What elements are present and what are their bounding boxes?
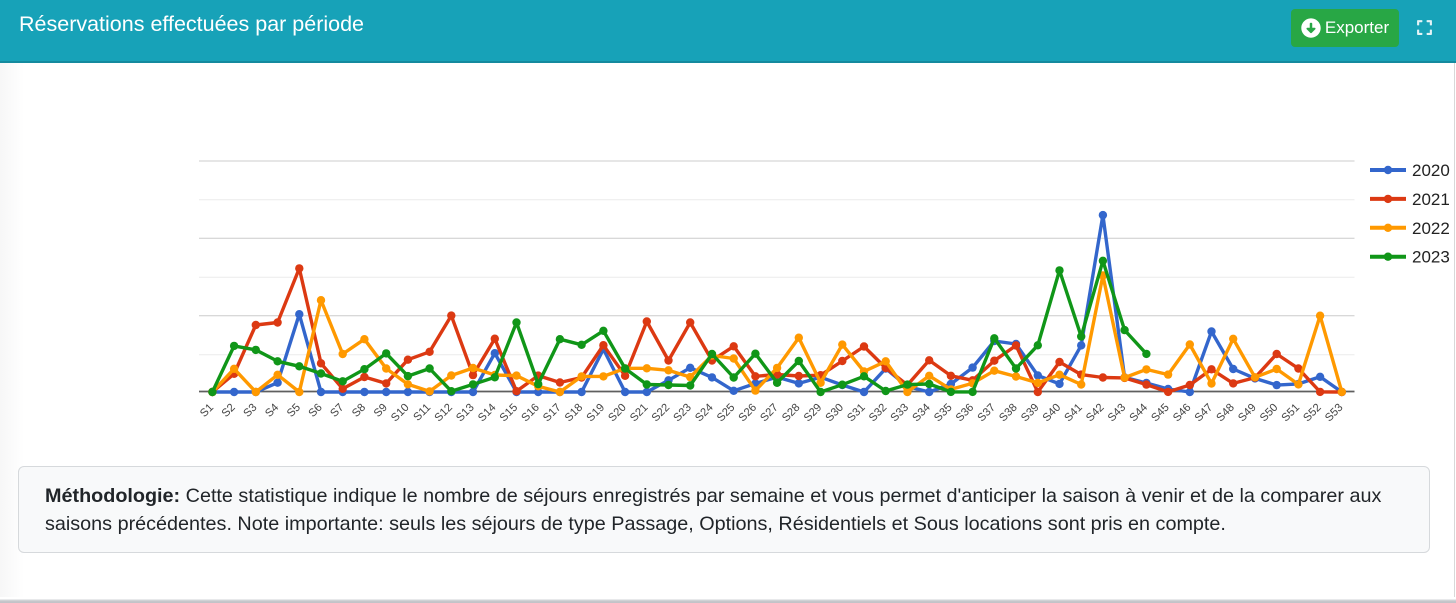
svg-text:S47: S47: [1193, 402, 1216, 425]
svg-text:2023: 2023: [1412, 248, 1450, 267]
svg-text:S35: S35: [932, 402, 955, 425]
svg-text:S14: S14: [476, 402, 499, 425]
svg-text:S51: S51: [1280, 402, 1303, 425]
svg-text:S44: S44: [1128, 402, 1151, 425]
svg-text:2022: 2022: [1412, 219, 1450, 238]
svg-text:S17: S17: [541, 402, 564, 425]
svg-text:S5: S5: [285, 402, 303, 420]
svg-text:S11: S11: [411, 402, 433, 424]
svg-text:S45: S45: [1149, 402, 1172, 425]
svg-text:2020: 2020: [1412, 161, 1450, 180]
svg-text:S31: S31: [845, 402, 868, 425]
svg-text:S4: S4: [263, 402, 281, 420]
svg-text:S36: S36: [954, 402, 977, 425]
svg-text:S25: S25: [715, 402, 738, 425]
svg-text:S39: S39: [1019, 402, 1042, 425]
svg-text:S37: S37: [975, 402, 998, 425]
svg-text:S53: S53: [1323, 402, 1346, 425]
svg-text:S23: S23: [671, 402, 694, 425]
svg-text:S15: S15: [498, 402, 521, 425]
svg-text:S32: S32: [867, 402, 890, 425]
svg-text:S18: S18: [563, 402, 586, 425]
svg-text:S12: S12: [432, 402, 455, 425]
svg-text:S34: S34: [910, 402, 933, 425]
svg-text:S30: S30: [823, 402, 846, 425]
svg-text:S52: S52: [1301, 402, 1324, 425]
svg-text:S41: S41: [1062, 402, 1085, 425]
svg-text:S43: S43: [1106, 402, 1129, 425]
svg-text:S9: S9: [372, 402, 390, 420]
svg-text:S2: S2: [220, 402, 238, 420]
svg-text:S10: S10: [389, 402, 412, 425]
svg-text:S3: S3: [241, 402, 259, 420]
svg-text:S26: S26: [737, 402, 760, 425]
svg-text:S21: S21: [628, 402, 651, 425]
svg-text:S46: S46: [1171, 402, 1194, 425]
svg-text:S40: S40: [1041, 402, 1064, 425]
svg-text:S13: S13: [454, 402, 477, 425]
svg-text:S20: S20: [606, 402, 629, 425]
svg-text:S22: S22: [650, 402, 673, 425]
svg-text:S50: S50: [1258, 402, 1281, 425]
svg-text:S42: S42: [1084, 402, 1107, 425]
svg-text:S16: S16: [519, 402, 542, 425]
svg-text:S27: S27: [758, 402, 781, 425]
svg-text:S28: S28: [780, 402, 803, 425]
svg-text:S1: S1: [198, 402, 216, 420]
svg-text:S24: S24: [693, 402, 716, 425]
svg-text:S7: S7: [328, 402, 346, 420]
svg-text:2021: 2021: [1412, 190, 1450, 209]
svg-text:S6: S6: [307, 402, 325, 420]
svg-text:S38: S38: [997, 402, 1020, 425]
svg-text:S19: S19: [585, 402, 608, 425]
svg-text:S49: S49: [1236, 402, 1259, 425]
svg-text:S48: S48: [1214, 402, 1237, 425]
svg-text:S29: S29: [802, 402, 825, 425]
svg-text:S33: S33: [889, 402, 912, 425]
svg-text:S8: S8: [350, 402, 368, 420]
